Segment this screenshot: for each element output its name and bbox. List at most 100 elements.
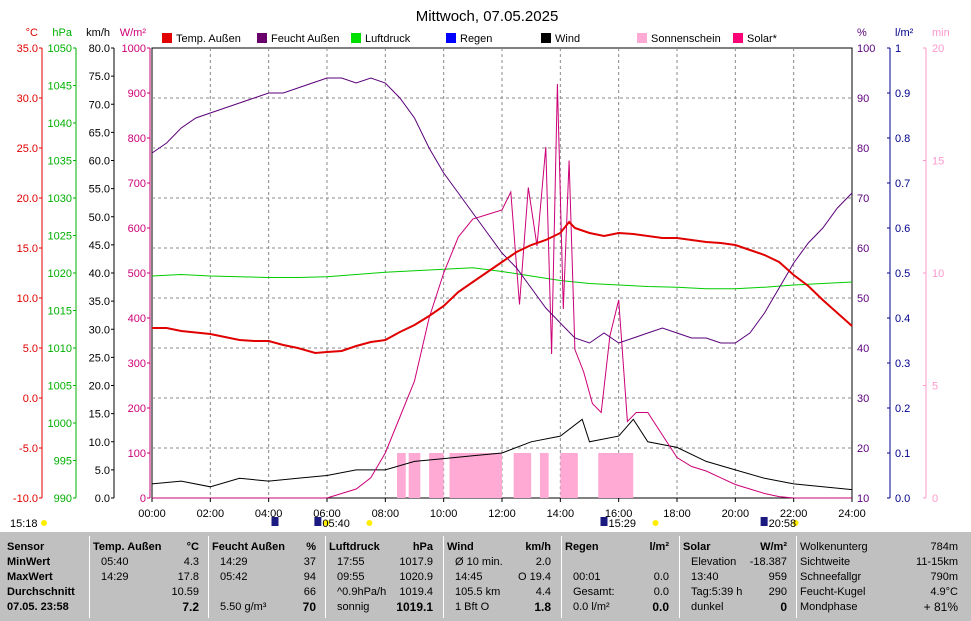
row-value: 1020.9 [399, 571, 433, 583]
legend-label: Wind [555, 33, 580, 45]
y-tick-label: 15.0 [17, 243, 38, 255]
header-label: Solar [683, 541, 711, 553]
row-value: O 19.4 [517, 571, 551, 583]
header-label: Wind [447, 541, 474, 553]
y-tick-label: 100 [857, 43, 875, 55]
y-tick-label: 0.4 [895, 313, 910, 325]
legend-label: Luftdruck [365, 33, 411, 45]
series-line [151, 418, 853, 491]
sunshine-bar [408, 453, 421, 498]
legend-swatch [162, 33, 172, 43]
y-axis-unit: W/m² [120, 27, 147, 39]
y-tick-label: 0.9 [895, 88, 910, 100]
x-tick-label: 16:00 [605, 508, 633, 520]
axes: 35.030.025.020.015.010.05.00.0-5.0-10.0°… [13, 27, 950, 505]
row-label: MinWert [7, 556, 51, 568]
stats-column: Regen l/m² 00:01 0.0 Gesamt: 0.0 0.0 l/m² 0.0 [565, 532, 675, 621]
row-value: 17.8 [177, 571, 199, 583]
row-label: 14:29 [220, 556, 248, 568]
row-value: 0 [780, 600, 787, 614]
row-value: 66 [303, 586, 316, 598]
y-tick-label: 20.0 [89, 381, 110, 393]
legend: Temp. Außen Feucht Außen Luftdruck Regen Win… [162, 33, 778, 45]
y-tick-label: 20.0 [17, 193, 38, 205]
sun-marker-icon [271, 517, 279, 526]
y-tick-label: 0.0 [95, 493, 110, 505]
x-tick-label: 22:00 [780, 508, 808, 520]
y-tick-label: -10.0 [13, 493, 38, 505]
column-separator [89, 536, 90, 618]
y-tick-label: 1045 [48, 81, 72, 93]
y-tick-label: 1050 [48, 43, 72, 55]
sun-marker-label: 05:40 [322, 518, 350, 530]
row-label: Elevation [691, 556, 737, 568]
y-tick-label: 15 [932, 156, 944, 168]
sun-marker-label: 15:18 [10, 518, 38, 530]
y-tick-label: 60.0 [89, 156, 110, 168]
stats-row: Elevation -18.387 [683, 555, 793, 570]
stats-row: Durchschnitt [7, 585, 87, 600]
stats-row: 17:55 1017.9 [329, 555, 439, 570]
sun-marker-icon [600, 517, 608, 526]
row-label: 0.0 l/m² [573, 601, 610, 613]
stats-row: Sichtweite 11-15km [800, 555, 964, 570]
column-header: Feucht Außen% [212, 540, 322, 555]
row-value: + 81% [923, 600, 958, 614]
row-label: 05:40 [101, 556, 129, 568]
stats-row: 07.05. 23:58 [7, 600, 87, 615]
sunshine-bars [397, 453, 634, 498]
row-value: 959 [768, 571, 787, 583]
stats-row: 05:40 4.3 [93, 555, 205, 570]
y-tick-label: 0.5 [895, 268, 910, 280]
y-axis-unit: % [857, 27, 867, 39]
legend-swatch [541, 33, 551, 43]
stats-column: Sensor MinWert MaxWert Durchschnitt 07.05. 2… [7, 532, 87, 621]
y-tick-label: 1015 [48, 306, 72, 318]
row-value: 1017.9 [399, 556, 433, 568]
stats-row: ^0.9hPa/h 1019.4 [329, 585, 439, 600]
header-unit: l/m² [649, 541, 669, 553]
y-tick-label: 1025 [48, 231, 72, 243]
x-tick-label: 00:00 [138, 508, 166, 520]
stats-row: 13:40 959 [683, 570, 793, 585]
y-tick-label: 20 [857, 443, 869, 455]
grid [152, 48, 852, 498]
stats-column: Wind km/h Ø 10 min. 2.0 14:45 O 19.4 105.5 km 4… [447, 532, 557, 621]
row-value: 94 [303, 571, 316, 583]
y-tick-label: 40 [857, 343, 869, 355]
header-unit: °C [186, 541, 199, 553]
y-tick-label: 5.0 [95, 465, 110, 477]
stats-row: Mondphase + 81% [800, 600, 964, 615]
y-tick-label: 80 [857, 143, 869, 155]
stats-row: 14:29 17.8 [93, 570, 205, 585]
sun-dot-icon [323, 520, 330, 526]
y-tick-label: 30.0 [17, 93, 38, 105]
column-header: Sensor [7, 540, 87, 555]
stats-row: 0.0 l/m² 0.0 [565, 600, 675, 615]
stats-column: Solar W/m² Elevation -18.387 13:40 959 Tag:5:3… [683, 532, 793, 621]
y-tick-label: 25.0 [89, 352, 110, 364]
header-unit: km/h [525, 541, 551, 553]
row-label: dunkel [691, 601, 724, 613]
row-value: 11-15km [916, 556, 958, 568]
row-label: Sichtweite [800, 556, 851, 568]
column-header: Luftdruck hPa [329, 540, 439, 555]
stats-row: Feucht-Kugel 4.9°C [800, 585, 964, 600]
series-line [151, 267, 853, 290]
sunshine-bar [539, 453, 549, 498]
row-value: 1019.1 [396, 600, 433, 614]
series-line [152, 220, 853, 355]
stats-row: 105.5 km 4.4 [447, 585, 557, 600]
row-label: sonnig [337, 601, 370, 613]
y-tick-label: 1000 [48, 418, 72, 430]
stats-column: Luftdruck hPa 17:55 1017.9 09:55 1020.9 ^0.9hP… [329, 532, 439, 621]
y-axis-unit: min [932, 27, 950, 39]
y-tick-label: 100 [128, 448, 146, 460]
stats-row: Gesamt: 0.0 [565, 585, 675, 600]
stats-row: 1 Bft O 1.8 [447, 600, 557, 615]
row-value: 7.2 [182, 600, 199, 614]
row-label: MaxWert [7, 571, 53, 583]
row-value: 1.8 [534, 600, 551, 614]
x-tick-label: 24:00 [838, 508, 866, 520]
stats-row: 09:55 1020.9 [329, 570, 439, 585]
